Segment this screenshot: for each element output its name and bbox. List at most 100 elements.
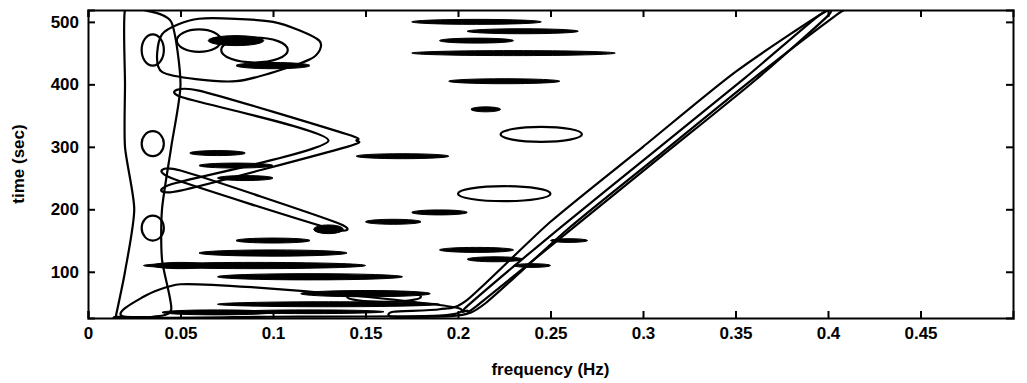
tick-label: 0.3 <box>632 324 656 343</box>
axis-line <box>89 311 1014 319</box>
tick-mark <box>273 10 275 17</box>
axis-line <box>89 11 1014 18</box>
tick-mark <box>550 10 552 17</box>
contour-ellipse <box>142 131 164 156</box>
tick-mark <box>735 311 737 318</box>
tick: 0.25 <box>534 311 567 343</box>
tick-label: 500 <box>51 13 79 32</box>
contour-blob <box>412 51 616 56</box>
contour-blob <box>356 154 449 159</box>
x-axis-title: frequency (Hz) <box>491 360 609 379</box>
chart: 00.050.10.150.20.250.30.350.40.451002003… <box>0 0 1027 383</box>
tick-label: 0.25 <box>534 324 567 343</box>
tick-mark <box>273 311 275 318</box>
tick: 0.15 <box>349 311 382 343</box>
contour-blob <box>366 219 422 224</box>
tick-label: 100 <box>51 263 79 282</box>
contour-blob <box>144 262 366 268</box>
tick <box>551 10 552 17</box>
tick-mark <box>180 311 182 318</box>
tick <box>1006 147 1013 148</box>
tick: 400 <box>51 75 95 94</box>
tick-mark <box>88 146 95 148</box>
tick-mark <box>1006 84 1013 86</box>
tick-mark <box>735 10 737 17</box>
contour-blob <box>218 274 403 280</box>
contour-blob <box>236 310 384 314</box>
tick <box>1006 22 1013 23</box>
tick-mark <box>88 209 95 211</box>
tick-mark <box>365 10 367 17</box>
contour-blob <box>190 151 246 156</box>
tick-mark <box>1006 146 1013 148</box>
contour-line <box>120 284 461 318</box>
contour-blob <box>199 250 347 256</box>
tick <box>1006 84 1013 85</box>
tick: 300 <box>51 138 95 157</box>
contour-blob <box>412 210 468 215</box>
tick <box>458 10 459 17</box>
contour-blob <box>440 247 514 252</box>
tick: 200 <box>51 200 95 219</box>
tick <box>1006 209 1013 210</box>
contour-ellipse <box>501 127 582 142</box>
contour-blob <box>440 38 514 43</box>
tick: 0.1 <box>262 311 286 343</box>
y-axis-title: time (sec) <box>9 124 28 203</box>
tick-mark <box>828 10 830 17</box>
contour-blob <box>412 19 542 24</box>
tick-mark <box>550 311 552 318</box>
tick-label: 0.05 <box>164 324 197 343</box>
tick-label: 0.15 <box>349 324 382 343</box>
plot-area <box>114 10 847 318</box>
contour-blob <box>218 176 274 181</box>
x-axis: 00.050.10.150.20.250.30.350.40.45 <box>84 311 1014 343</box>
tick <box>828 10 829 17</box>
tick-label: 0.45 <box>904 324 937 343</box>
contour-blob <box>236 238 310 243</box>
tick-mark <box>180 10 182 17</box>
y-axis: 100 200 300 400 500 <box>51 11 95 319</box>
tick-mark <box>458 311 460 318</box>
tick-mark <box>1006 21 1013 23</box>
contour-line <box>161 89 359 192</box>
contour-blob <box>551 239 588 243</box>
contour-blob <box>449 79 560 84</box>
tick <box>273 10 274 17</box>
tick-label: 300 <box>51 138 79 157</box>
tick: 0.2 <box>447 311 471 343</box>
tick-label: 400 <box>51 75 79 94</box>
tick-mark <box>365 311 367 318</box>
tick <box>366 10 367 17</box>
contour-line <box>161 169 347 231</box>
tick-mark <box>88 84 95 86</box>
tick-mark <box>828 311 830 318</box>
tick <box>921 10 922 17</box>
tick <box>1006 272 1013 273</box>
tick-mark <box>88 271 95 273</box>
contour-blob <box>301 291 431 297</box>
contour-ellipse <box>458 186 551 201</box>
tick-mark <box>88 21 95 23</box>
tick-label: 0.4 <box>817 324 841 343</box>
tick: 500 <box>51 13 95 32</box>
tick-label: 200 <box>51 200 79 219</box>
tick-label: 0.1 <box>262 324 286 343</box>
contour-blob <box>199 163 273 168</box>
contour-blob <box>218 302 440 307</box>
tick <box>736 10 737 17</box>
tick-mark <box>1006 209 1013 211</box>
contour-blob <box>153 262 209 268</box>
tick: 0.4 <box>817 311 841 343</box>
tick-mark <box>643 10 645 17</box>
contour-line <box>114 10 181 318</box>
contour-ellipse <box>142 34 164 65</box>
contour-line <box>388 10 847 317</box>
tick-mark <box>643 311 645 318</box>
tick-mark <box>458 10 460 17</box>
tick-mark <box>920 311 922 318</box>
tick: 100 <box>51 263 95 282</box>
y-axis-right <box>1006 11 1014 319</box>
tick: 0.3 <box>632 311 656 343</box>
contour-blob <box>467 257 523 262</box>
